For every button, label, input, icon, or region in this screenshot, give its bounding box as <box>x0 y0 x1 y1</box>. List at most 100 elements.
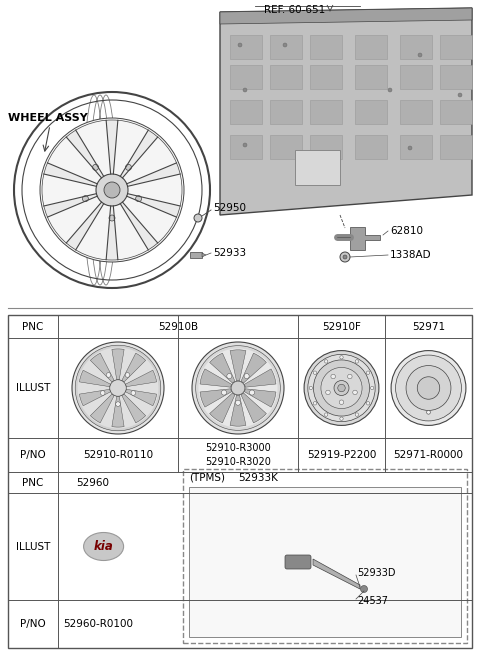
Bar <box>8 315 472 648</box>
Text: 52910F: 52910F <box>322 321 361 331</box>
Circle shape <box>408 146 412 150</box>
Text: 52971-R0000: 52971-R0000 <box>394 450 464 460</box>
Polygon shape <box>230 350 246 380</box>
Polygon shape <box>122 353 145 382</box>
Text: PNC: PNC <box>22 478 44 487</box>
Text: WHEEL ASSY: WHEEL ASSY <box>8 113 88 123</box>
Polygon shape <box>44 194 97 217</box>
Circle shape <box>244 373 249 379</box>
Bar <box>355 65 387 89</box>
Circle shape <box>236 400 240 405</box>
Circle shape <box>136 195 142 201</box>
Text: 52933: 52933 <box>213 248 246 258</box>
Circle shape <box>348 375 352 379</box>
Circle shape <box>339 400 344 405</box>
Bar <box>270 100 302 124</box>
Circle shape <box>231 381 245 395</box>
Circle shape <box>360 586 368 592</box>
Circle shape <box>83 195 88 201</box>
Text: REF. 60-651: REF. 60-651 <box>264 5 325 15</box>
Circle shape <box>250 390 254 395</box>
Text: PNC: PNC <box>22 321 44 331</box>
Circle shape <box>355 413 359 417</box>
Circle shape <box>418 53 422 57</box>
Circle shape <box>304 350 379 425</box>
Circle shape <box>366 401 370 405</box>
Circle shape <box>78 348 158 428</box>
Circle shape <box>125 373 130 377</box>
Text: 62810: 62810 <box>390 226 423 236</box>
Bar <box>230 35 262 59</box>
Polygon shape <box>244 389 276 407</box>
Bar <box>230 135 262 159</box>
Polygon shape <box>202 253 206 257</box>
Circle shape <box>343 255 347 259</box>
Polygon shape <box>112 396 124 427</box>
Text: 52910-R0110: 52910-R0110 <box>83 450 153 460</box>
Polygon shape <box>241 353 266 383</box>
Circle shape <box>313 401 317 405</box>
Circle shape <box>40 118 184 262</box>
Polygon shape <box>44 163 97 186</box>
Polygon shape <box>120 130 158 178</box>
Circle shape <box>194 214 202 222</box>
Polygon shape <box>220 8 472 24</box>
Text: 24537: 24537 <box>357 596 388 606</box>
Circle shape <box>243 143 247 147</box>
Circle shape <box>331 375 336 379</box>
Polygon shape <box>90 394 114 423</box>
Text: ILLUST: ILLUST <box>16 541 50 552</box>
Circle shape <box>366 371 370 375</box>
Bar <box>310 65 342 89</box>
Circle shape <box>196 346 280 430</box>
Circle shape <box>227 373 232 379</box>
Circle shape <box>324 413 328 417</box>
Polygon shape <box>200 389 232 407</box>
Bar <box>230 100 262 124</box>
Bar <box>355 135 387 159</box>
Polygon shape <box>66 202 104 250</box>
Circle shape <box>324 359 328 363</box>
Circle shape <box>221 390 227 395</box>
Circle shape <box>427 411 431 414</box>
Bar <box>295 150 340 185</box>
Circle shape <box>396 355 461 421</box>
Circle shape <box>131 391 136 396</box>
Polygon shape <box>127 194 180 217</box>
Circle shape <box>406 365 451 411</box>
Circle shape <box>313 360 370 416</box>
Text: 52971: 52971 <box>412 321 445 331</box>
Circle shape <box>100 391 105 396</box>
Circle shape <box>198 348 277 428</box>
Bar <box>440 100 472 124</box>
Bar <box>440 135 472 159</box>
Bar <box>189 487 461 637</box>
Text: 52910-R3000
52910-R3020: 52910-R3000 52910-R3020 <box>205 443 271 467</box>
Circle shape <box>340 417 343 420</box>
Text: 52960-R0100: 52960-R0100 <box>63 619 133 629</box>
Text: P/NO: P/NO <box>20 450 46 460</box>
Bar <box>310 35 342 59</box>
Circle shape <box>340 252 350 262</box>
Ellipse shape <box>84 533 124 560</box>
Bar <box>400 135 432 159</box>
Circle shape <box>283 43 287 47</box>
Polygon shape <box>106 206 118 260</box>
Polygon shape <box>122 394 145 423</box>
Text: (TPMS): (TPMS) <box>189 473 225 483</box>
Circle shape <box>326 390 330 395</box>
Bar <box>230 65 262 89</box>
Text: 52960: 52960 <box>76 478 109 487</box>
Polygon shape <box>210 353 235 383</box>
Circle shape <box>313 371 317 375</box>
Circle shape <box>353 390 357 395</box>
Bar <box>355 35 387 59</box>
Bar <box>355 100 387 124</box>
Circle shape <box>110 380 126 396</box>
Bar <box>440 35 472 59</box>
Circle shape <box>243 88 247 92</box>
Circle shape <box>96 174 128 206</box>
Polygon shape <box>90 353 114 382</box>
Text: 52910B: 52910B <box>158 321 198 331</box>
Circle shape <box>106 373 111 377</box>
